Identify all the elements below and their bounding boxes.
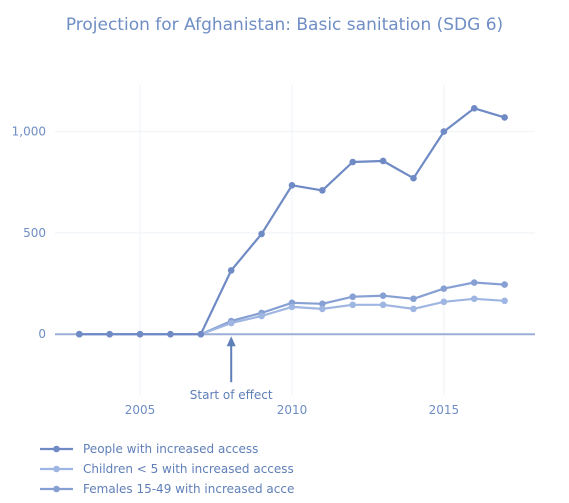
data-point[interactable] [379, 301, 387, 309]
y-tick-label: 0 [38, 327, 46, 341]
data-point[interactable] [288, 303, 296, 311]
legend-label: Children < 5 with increased access [83, 462, 294, 476]
data-point[interactable] [379, 292, 387, 300]
legend-item[interactable]: People with increased access [40, 442, 258, 456]
data-point[interactable] [106, 330, 113, 338]
data-point[interactable] [136, 330, 144, 338]
data-point[interactable] [379, 157, 387, 165]
annotation-label: Start of effect [190, 388, 273, 402]
data-point[interactable] [227, 319, 235, 327]
chart-title: Projection for Afghanistan: Basic sanita… [66, 15, 503, 35]
data-point[interactable] [349, 158, 357, 166]
data-point[interactable] [410, 174, 417, 182]
data-point[interactable] [440, 298, 448, 306]
data-point[interactable] [227, 267, 235, 274]
annotation-arrow-head [226, 336, 236, 347]
data-point[interactable] [501, 297, 508, 305]
legend: People with increased access Children < 5… [40, 442, 294, 496]
data-point[interactable] [319, 187, 326, 194]
x-tick-label: 2010 [277, 403, 308, 417]
data-point[interactable] [349, 293, 357, 301]
legend-label: People with increased access [83, 442, 258, 456]
y-tick-label: 500 [23, 226, 46, 240]
series-layer [76, 105, 508, 338]
data-point[interactable] [258, 312, 265, 320]
data-point[interactable] [349, 301, 357, 309]
series-1 [76, 105, 508, 338]
data-point[interactable] [288, 181, 296, 189]
legend-item[interactable]: Females 15-49 with increased acce [40, 482, 294, 496]
data-point[interactable] [319, 305, 326, 313]
grid [55, 85, 535, 395]
x-tick-label: 2005 [125, 403, 156, 417]
data-point[interactable] [470, 279, 478, 286]
legend-item[interactable]: Children < 5 with increased access [40, 462, 294, 476]
axes: 2005 2010 2015 0 500 1,000 [12, 125, 535, 417]
data-point[interactable] [470, 105, 478, 112]
y-tick-label: 1,000 [12, 125, 46, 139]
x-tick-label: 2015 [429, 403, 460, 417]
legend-swatch-marker [53, 485, 60, 493]
data-point[interactable] [258, 230, 265, 238]
data-point[interactable] [440, 285, 448, 292]
data-point[interactable] [501, 281, 508, 288]
data-point[interactable] [501, 114, 508, 121]
data-point[interactable] [410, 305, 417, 313]
data-point[interactable] [167, 330, 174, 338]
legend-label: Females 15-49 with increased acce [83, 482, 294, 496]
data-point[interactable] [410, 295, 417, 303]
annotations: Start of effect [190, 336, 273, 402]
data-point[interactable] [470, 295, 478, 303]
data-point[interactable] [440, 128, 448, 135]
data-point[interactable] [319, 300, 326, 308]
legend-swatch-marker [53, 465, 60, 473]
data-point[interactable] [197, 330, 205, 338]
legend-swatch-marker [53, 445, 60, 453]
data-point[interactable] [76, 330, 83, 338]
